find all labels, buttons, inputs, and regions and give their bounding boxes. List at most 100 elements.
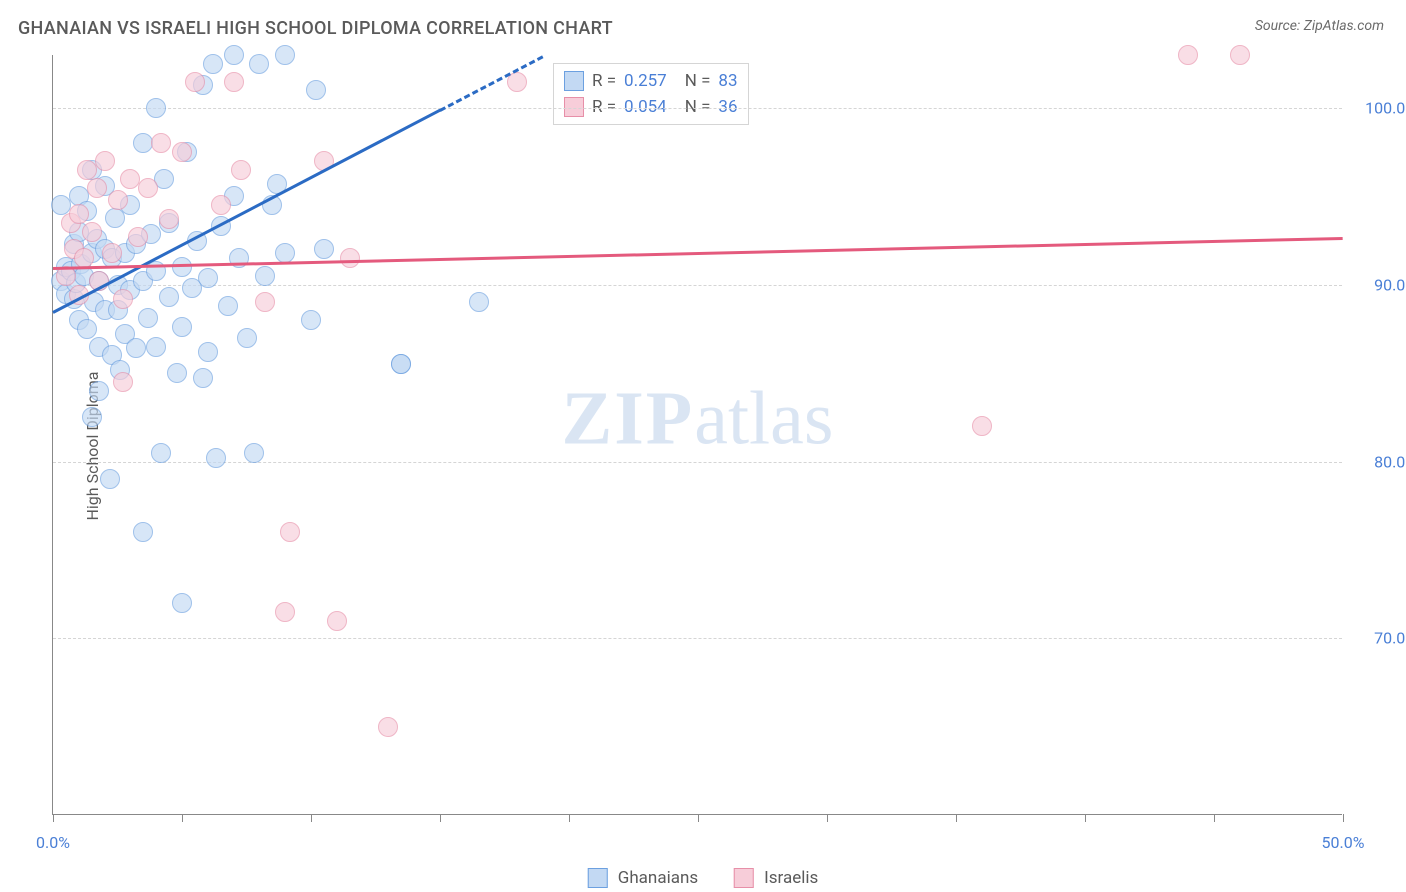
scatter-point [327, 611, 347, 631]
x-tick [1085, 814, 1086, 822]
scatter-point [185, 72, 205, 92]
legend-bottom-item: Ghanaians [588, 868, 698, 888]
legend-swatch [734, 868, 754, 888]
scatter-point [198, 342, 218, 362]
scatter-point [151, 443, 171, 463]
scatter-point [275, 45, 295, 65]
scatter-point [138, 308, 158, 328]
legend-bottom: Ghanaians Israelis [588, 868, 819, 888]
plot-area: ZIPatlas R = 0.257N = 83R = 0.054N = 36 … [52, 55, 1342, 815]
legend-r-value: 0.257 [624, 71, 667, 91]
scatter-point [102, 243, 122, 263]
x-tick [440, 814, 441, 822]
scatter-point [224, 45, 244, 65]
scatter-point [244, 443, 264, 463]
legend-bottom-item: Israelis [734, 868, 818, 888]
scatter-point [167, 363, 187, 383]
gridline [53, 108, 1342, 109]
scatter-point [95, 151, 115, 171]
legend-swatch [564, 97, 584, 117]
scatter-point [133, 522, 153, 542]
scatter-point [193, 368, 213, 388]
watermark: ZIPatlas [562, 376, 834, 463]
legend-n-label: N = [685, 71, 711, 91]
y-tick-label: 100.0% [1352, 99, 1406, 118]
gridline [53, 285, 1342, 286]
x-tick [698, 814, 699, 822]
scatter-point [280, 522, 300, 542]
trend-line [439, 55, 544, 112]
scatter-point [206, 448, 226, 468]
scatter-point [172, 593, 192, 613]
scatter-point [159, 209, 179, 229]
scatter-point [77, 319, 97, 339]
chart-container: GHANAIAN VS ISRAELI HIGH SCHOOL DIPLOMA … [0, 0, 1406, 892]
x-tick [1214, 814, 1215, 822]
scatter-point [972, 416, 992, 436]
scatter-point [146, 98, 166, 118]
legend-r-label: R = [592, 97, 616, 117]
x-tick [1343, 814, 1344, 822]
scatter-point [82, 407, 102, 427]
scatter-point [172, 317, 192, 337]
scatter-point [82, 222, 102, 242]
x-tick [53, 814, 54, 822]
scatter-point [224, 72, 244, 92]
x-tick [956, 814, 957, 822]
legend-r-value: 0.054 [624, 97, 667, 117]
scatter-point [126, 338, 146, 358]
legend-rn-row: R = 0.054 N = 36 [564, 94, 738, 120]
scatter-point [340, 248, 360, 268]
scatter-point [1178, 45, 1198, 65]
scatter-point [378, 717, 398, 737]
scatter-point [198, 268, 218, 288]
y-tick-label: 90.0% [1352, 275, 1406, 294]
legend-rn-box: R = 0.257N = 83R = 0.054N = 36 [553, 63, 749, 125]
scatter-point [237, 328, 257, 348]
scatter-point [89, 381, 109, 401]
scatter-point [218, 296, 238, 316]
scatter-point [275, 243, 295, 263]
scatter-point [113, 289, 133, 309]
scatter-point [211, 195, 231, 215]
scatter-point [391, 354, 411, 374]
scatter-point [69, 204, 89, 224]
scatter-point [113, 372, 133, 392]
scatter-point [172, 142, 192, 162]
x-tick [569, 814, 570, 822]
scatter-point [128, 227, 148, 247]
legend-swatch [588, 868, 608, 888]
legend-series-name: Ghanaians [618, 868, 698, 888]
scatter-point [231, 160, 251, 180]
scatter-point [100, 469, 120, 489]
legend-series-name: Israelis [764, 868, 818, 888]
gridline [53, 638, 1342, 639]
scatter-point [133, 133, 153, 153]
x-tick-label: 0.0% [36, 833, 70, 852]
scatter-point [469, 292, 489, 312]
y-tick-label: 80.0% [1352, 452, 1406, 471]
legend-rn-row: R = 0.257N = 83 [564, 68, 738, 94]
scatter-point [203, 54, 223, 74]
y-tick-label: 70.0% [1352, 629, 1406, 648]
legend-n-label: N = [685, 97, 711, 117]
scatter-point [306, 80, 326, 100]
scatter-point [151, 133, 171, 153]
x-tick [827, 814, 828, 822]
scatter-point [108, 190, 128, 210]
legend-n-value: 36 [718, 97, 737, 117]
x-tick [311, 814, 312, 822]
x-tick [182, 814, 183, 822]
scatter-point [138, 178, 158, 198]
x-tick-label: 50.0% [1322, 833, 1365, 852]
scatter-point [120, 169, 140, 189]
legend-r-label: R = [592, 71, 616, 91]
scatter-point [159, 287, 179, 307]
scatter-point [1230, 45, 1250, 65]
scatter-point [146, 337, 166, 357]
scatter-point [275, 602, 295, 622]
scatter-point [301, 310, 321, 330]
scatter-point [314, 239, 334, 259]
chart-title: GHANAIAN VS ISRAELI HIGH SCHOOL DIPLOMA … [18, 18, 613, 39]
legend-swatch [564, 71, 584, 91]
